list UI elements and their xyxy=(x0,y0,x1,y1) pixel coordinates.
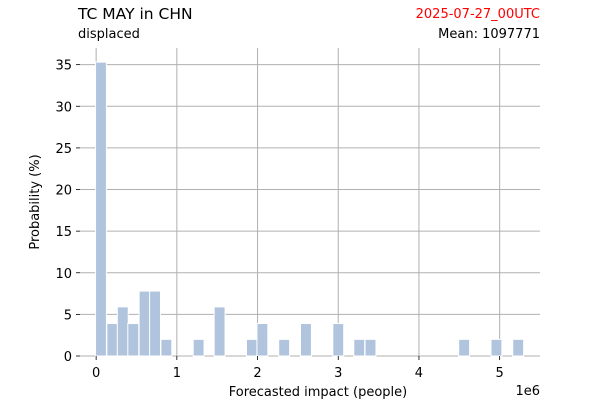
mean-value: Mean: 1097771 xyxy=(438,27,540,42)
histogram-bar xyxy=(95,61,107,357)
histogram-bar xyxy=(245,338,258,357)
x-tick-label: 5 xyxy=(496,366,504,381)
x-axis-label: Forecasted impact (people) xyxy=(229,385,407,400)
y-tick-label: 30 xyxy=(55,100,72,115)
histogram-bar xyxy=(256,323,269,357)
x-tick-label: 3 xyxy=(334,366,342,381)
histogram-bar xyxy=(160,338,173,357)
ticks: 0 1 2 3 4 5 0 5 10 15 20 25 30 35 xyxy=(55,59,503,381)
histogram-bar xyxy=(149,290,162,357)
y-tick-label: 35 xyxy=(55,59,72,74)
y-tick-label: 25 xyxy=(55,142,72,157)
histogram-bar xyxy=(332,323,345,357)
histogram-bar xyxy=(364,338,377,357)
histogram-bar xyxy=(116,306,129,357)
x-tick-label: 0 xyxy=(92,366,100,381)
y-tick-label: 15 xyxy=(55,225,72,240)
y-tick-label: 20 xyxy=(55,184,72,199)
histogram-bar xyxy=(278,338,291,357)
chart-subtitle: displaced xyxy=(78,27,140,42)
y-tick-label: 10 xyxy=(55,267,72,282)
y-tick-label: 0 xyxy=(64,350,72,365)
histogram-bar xyxy=(490,338,503,357)
y-axis-label: Probability (%) xyxy=(28,154,43,249)
bars xyxy=(95,61,525,357)
x-tick-label: 4 xyxy=(415,366,423,381)
histogram-bar xyxy=(127,323,140,357)
histogram-bar xyxy=(458,338,471,357)
forecast-date: 2025-07-27_00UTC xyxy=(415,7,540,22)
chart-title: TC MAY in CHN xyxy=(78,5,193,23)
y-tick-label: 5 xyxy=(64,308,72,323)
histogram-bar xyxy=(353,338,366,357)
x-tick-label: 1 xyxy=(173,366,181,381)
x-tick-label: 2 xyxy=(253,366,261,381)
histogram-bar xyxy=(192,338,205,357)
histogram-bar xyxy=(512,338,525,357)
histogram-bar xyxy=(106,323,119,357)
x-axis-offset-label: 1e6 xyxy=(515,384,540,399)
histogram-bar xyxy=(300,323,312,357)
histogram-bar xyxy=(213,306,226,357)
histogram-bar xyxy=(138,290,151,357)
